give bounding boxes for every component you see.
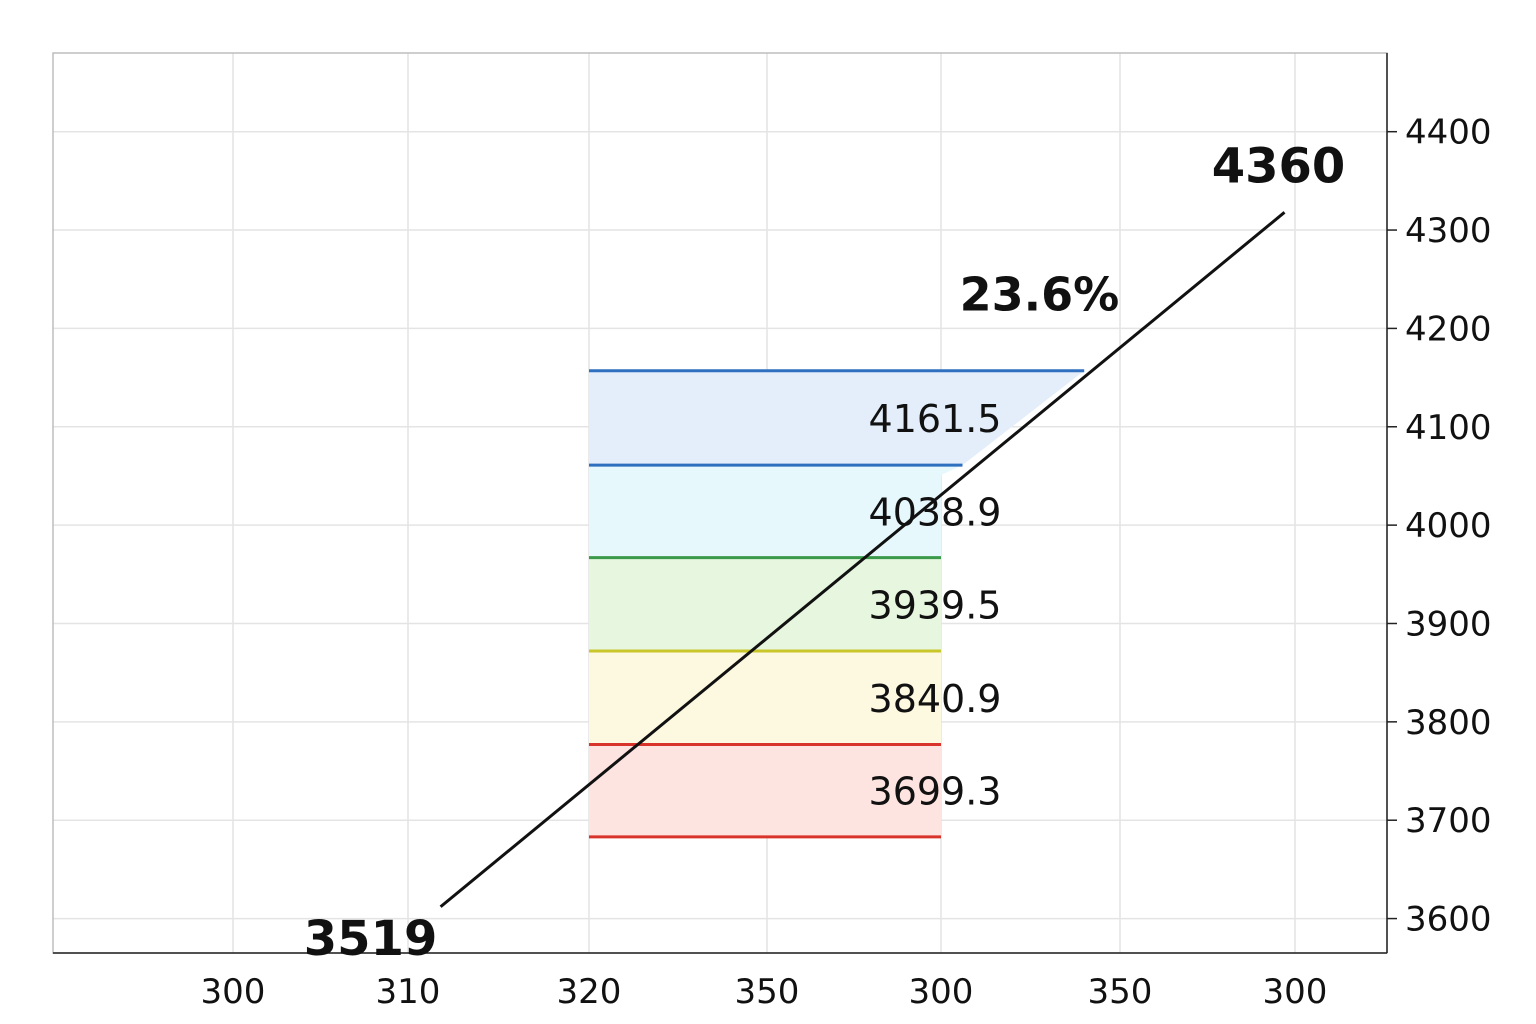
trend-end-label: 4360	[1212, 138, 1346, 194]
trend-line	[439, 211, 1286, 908]
band-fill	[589, 651, 941, 745]
y-tick-label: 4300	[1405, 211, 1492, 251]
y-tick-label: 4000	[1405, 506, 1492, 546]
x-axis-ticks: 300 310 320 350 300 350 300	[201, 972, 1328, 1012]
y-tick-label: 3900	[1405, 604, 1492, 644]
x-tick-label: 350	[1088, 972, 1153, 1012]
x-tick-label: 300	[909, 972, 974, 1012]
retracement-bands	[589, 369, 1085, 839]
x-tick-label: 350	[735, 972, 800, 1012]
retracement-percent-label: 23.6%	[960, 268, 1120, 322]
level-value-label: 3699.3	[869, 770, 1002, 814]
y-tick-label: 4100	[1405, 408, 1492, 448]
y-tick-label: 3800	[1405, 703, 1492, 743]
level-labels: 4161.5 4038.9 3939.5 3840.9 3699.3	[869, 397, 1002, 814]
level-value-label: 3840.9	[869, 677, 1002, 721]
trend-start-label: 3519	[304, 911, 438, 967]
level-value-label: 4161.5	[869, 397, 1002, 441]
y-tick-label: 4400	[1405, 113, 1492, 153]
x-tick-label: 320	[557, 972, 622, 1012]
x-tick-label: 300	[201, 972, 266, 1012]
x-tick-label: 310	[376, 972, 441, 1012]
level-value-label: 3939.5	[869, 583, 1002, 627]
y-tick-label: 3600	[1405, 900, 1492, 940]
band-fill	[589, 557, 941, 652]
level-value-label: 4038.9	[869, 490, 1002, 534]
y-axis-ticks: 3600 3700 3800 3900 4000 4100 4200 4300 4400	[1387, 113, 1492, 940]
band-fill	[589, 370, 1085, 466]
x-tick-label: 300	[1263, 972, 1328, 1012]
y-tick-label: 3700	[1405, 801, 1492, 841]
y-tick-label: 4200	[1405, 309, 1492, 349]
band-fill	[589, 744, 941, 837]
band-fill	[589, 465, 963, 558]
